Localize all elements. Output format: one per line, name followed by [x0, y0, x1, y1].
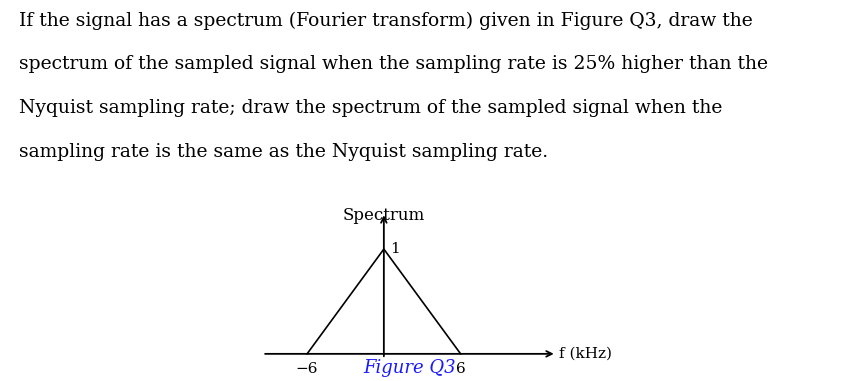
Text: spectrum of the sampled signal when the sampling rate is 25% higher than the: spectrum of the sampled signal when the … — [19, 55, 767, 73]
Text: Spectrum: Spectrum — [343, 207, 424, 224]
Text: f (kHz): f (kHz) — [558, 347, 612, 361]
Text: Nyquist sampling rate; draw the spectrum of the sampled signal when the: Nyquist sampling rate; draw the spectrum… — [19, 99, 722, 117]
Text: sampling rate is the same as the Nyquist sampling rate.: sampling rate is the same as the Nyquist… — [19, 143, 547, 161]
Text: −6: −6 — [296, 362, 318, 376]
Text: If the signal has a spectrum (Fourier transform) given in Figure Q3, draw the: If the signal has a spectrum (Fourier tr… — [19, 11, 751, 30]
Text: Figure Q3: Figure Q3 — [363, 359, 455, 377]
Text: 6: 6 — [455, 362, 465, 376]
Text: 1: 1 — [389, 242, 400, 256]
